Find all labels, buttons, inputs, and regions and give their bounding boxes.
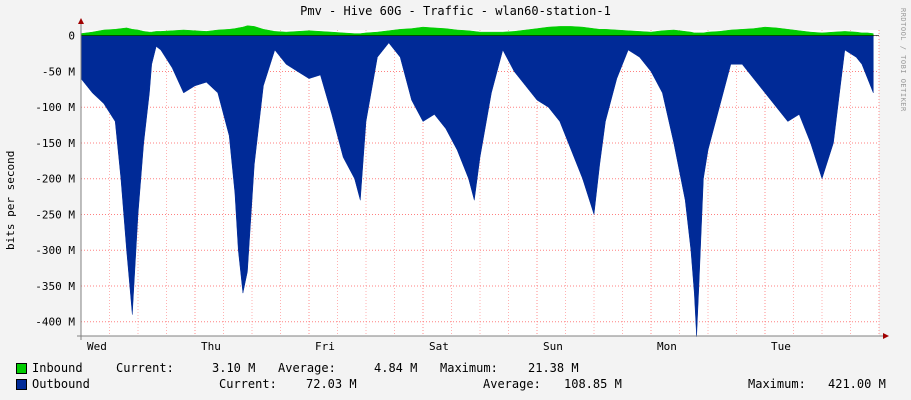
outbound-area (80, 35, 874, 337)
chart-title: Pmv - Hive 60G - Traffic - wlan60-statio… (300, 4, 611, 18)
y-tick-label: -150 M (35, 137, 75, 150)
x-tick-label: Fri (315, 340, 335, 353)
x-tick-label: Sat (429, 340, 449, 353)
x-tick-label: Thu (201, 340, 221, 353)
legend-inbound-average: 4.84 M (374, 361, 418, 375)
y-tick-label: -350 M (35, 280, 75, 293)
y-tick-label: -100 M (35, 101, 75, 114)
x-tick-label: Tue (771, 340, 791, 353)
x-axis-arrow (883, 333, 889, 339)
legend-inbound-maximum: 21.38 M (528, 361, 579, 375)
inbound-area (80, 25, 874, 36)
y-tick-label: -400 M (35, 316, 75, 329)
y-axis-arrow (78, 18, 84, 24)
legend-outbound-maximum-label: Maximum: (748, 377, 806, 391)
legend-outbound-average: 108.85 M (564, 377, 622, 391)
y-tick-label: -200 M (35, 173, 75, 186)
y-tick-label: -300 M (35, 244, 75, 257)
legend-outbound-current: 72.03 M (306, 377, 357, 391)
legend-outbound-label: Outbound (32, 377, 90, 391)
legend-inbound-label: Inbound (32, 361, 83, 375)
legend-inbound-current: 3.10 M (212, 361, 256, 375)
rrdtool-credit: RRDTOOL / TOBI OETIKER (899, 8, 907, 112)
y-tick-label: 0 (68, 30, 75, 43)
legend-inbound-maximum-label: Maximum: (440, 361, 498, 375)
legend-outbound-average-label: Average: (483, 377, 541, 391)
legend-inbound-average-label: Average: (278, 361, 336, 375)
x-tick-label: Sun (543, 340, 563, 353)
y-tick-label: -50 M (42, 65, 75, 78)
y-tick-label: -250 M (35, 208, 75, 221)
legend-inbound-swatch (16, 363, 27, 374)
legend-outbound-swatch (16, 379, 27, 390)
x-tick-label: Mon (657, 340, 677, 353)
x-tick-label: Wed (87, 340, 107, 353)
legend-outbound-maximum: 421.00 M (828, 377, 886, 391)
legend-inbound-current-label: Current: (116, 361, 174, 375)
legend-outbound-current-label: Current: (219, 377, 277, 391)
